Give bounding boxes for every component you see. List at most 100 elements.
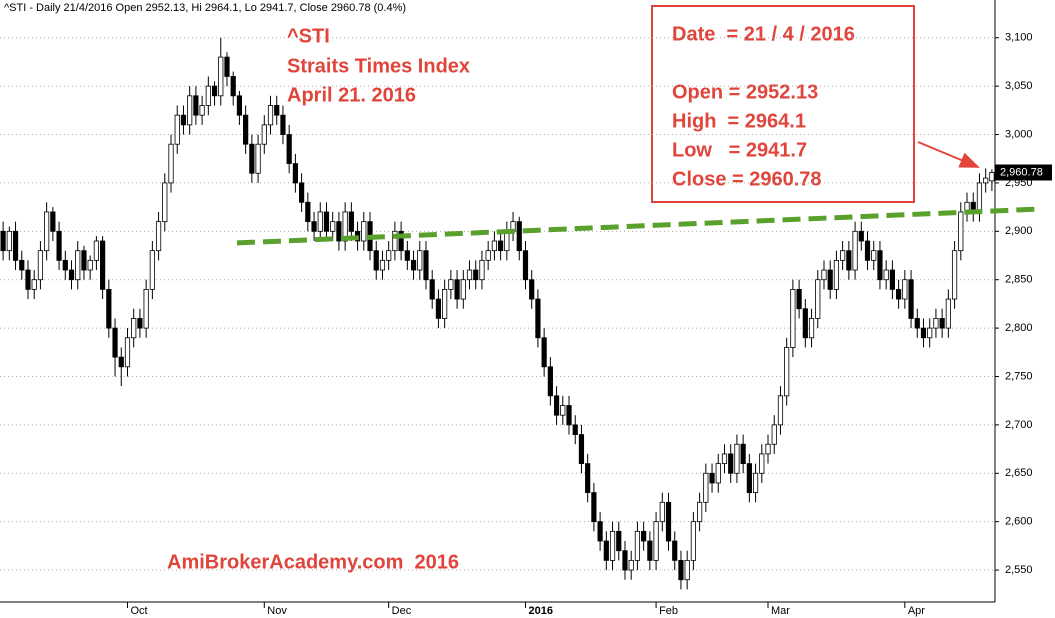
candle-body bbox=[802, 308, 808, 339]
candle-body bbox=[715, 463, 721, 484]
candle-body bbox=[19, 259, 25, 271]
candle-body bbox=[833, 259, 840, 290]
trendline bbox=[236, 206, 1041, 246]
annotation: April 21. 2016 bbox=[287, 84, 416, 106]
candle-body bbox=[255, 143, 261, 174]
y-tick-label: 3,000 bbox=[1005, 128, 1033, 140]
candle-body bbox=[840, 250, 846, 261]
candle-body bbox=[330, 221, 336, 232]
candle-body bbox=[498, 240, 504, 252]
candle-body bbox=[808, 318, 815, 339]
candle-body bbox=[373, 250, 379, 271]
y-tick-label: 2,550 bbox=[1005, 564, 1033, 576]
candle-body bbox=[100, 240, 106, 290]
candle-body bbox=[908, 279, 914, 319]
candle-body bbox=[25, 269, 31, 290]
candle-body bbox=[249, 143, 255, 174]
candle-body bbox=[261, 124, 267, 145]
candle-body bbox=[417, 250, 423, 271]
candle-body bbox=[404, 250, 410, 261]
candle-body bbox=[609, 530, 616, 561]
candle-body bbox=[236, 95, 243, 116]
candle-body bbox=[827, 269, 833, 290]
candle-body bbox=[597, 521, 603, 542]
candle-body bbox=[75, 250, 81, 281]
candle-body bbox=[336, 221, 342, 242]
y-tick-label: 2,900 bbox=[1005, 225, 1033, 237]
candle-body bbox=[199, 105, 205, 116]
candle-body bbox=[292, 163, 298, 184]
candle-body bbox=[529, 279, 535, 300]
candle-body bbox=[112, 327, 118, 358]
candle-body bbox=[989, 172, 995, 182]
info-text: Close = 2960.78 bbox=[672, 168, 822, 190]
candle-body bbox=[672, 540, 678, 561]
candle-body bbox=[752, 472, 759, 494]
candle-body bbox=[224, 56, 230, 77]
candle-body bbox=[348, 211, 354, 232]
candle-body bbox=[155, 221, 162, 252]
candle-body bbox=[709, 472, 715, 484]
arrow bbox=[917, 141, 980, 168]
candle-body bbox=[734, 443, 740, 474]
candle-body bbox=[759, 453, 765, 474]
candle-body bbox=[6, 230, 12, 252]
x-tick-label: Nov bbox=[267, 605, 287, 617]
candle-body bbox=[958, 211, 964, 252]
candle-body bbox=[920, 327, 927, 339]
candle-body bbox=[864, 240, 871, 261]
candle-body bbox=[361, 221, 367, 242]
candle-body bbox=[460, 279, 466, 300]
candle-body bbox=[448, 279, 454, 290]
candle-body bbox=[728, 453, 734, 474]
candle-body bbox=[218, 56, 224, 97]
candle-body bbox=[678, 559, 684, 581]
candle-body bbox=[721, 453, 728, 464]
price-marker bbox=[995, 164, 1052, 181]
candle-body bbox=[821, 269, 827, 281]
candle-body bbox=[62, 259, 68, 271]
candle-body bbox=[342, 211, 348, 242]
candle-body bbox=[50, 211, 56, 232]
y-tick-label: 2,600 bbox=[1005, 516, 1033, 528]
candle-body bbox=[12, 230, 19, 261]
candle-body bbox=[305, 201, 311, 223]
candle-body bbox=[746, 463, 752, 494]
candle-body bbox=[933, 318, 939, 329]
candle-body bbox=[641, 530, 647, 542]
candle-body bbox=[44, 211, 50, 252]
candle-body bbox=[174, 114, 180, 145]
candle-body bbox=[162, 182, 168, 223]
candle-body bbox=[796, 288, 802, 310]
candle-body bbox=[205, 85, 211, 106]
candle-body bbox=[951, 250, 958, 300]
candle-body bbox=[504, 230, 510, 252]
candle-body bbox=[124, 337, 131, 368]
candle-body bbox=[149, 250, 155, 290]
candle-body bbox=[690, 521, 696, 561]
candle-body bbox=[243, 114, 249, 145]
candle-body bbox=[386, 250, 392, 261]
candle-body bbox=[653, 521, 659, 561]
candle-body bbox=[211, 85, 218, 97]
candle-body bbox=[846, 250, 852, 271]
candle-body bbox=[628, 559, 634, 571]
candle-body bbox=[566, 405, 572, 426]
x-tick-label: 2016 bbox=[528, 605, 552, 617]
x-tick-label: Oct bbox=[130, 605, 147, 617]
candle-body bbox=[591, 492, 597, 523]
info-text: Date = 21 / 4 / 2016 bbox=[672, 23, 855, 45]
candle-body bbox=[697, 501, 703, 523]
candle-body bbox=[267, 105, 274, 126]
candle-body bbox=[902, 279, 908, 300]
candle-body bbox=[777, 395, 784, 426]
candle-body bbox=[516, 221, 522, 252]
candle-body bbox=[299, 182, 305, 203]
candle-body bbox=[647, 540, 653, 561]
candle-body bbox=[896, 288, 902, 300]
candle-body bbox=[423, 250, 429, 281]
y-tick-label: 2,700 bbox=[1005, 419, 1033, 431]
candle-body bbox=[479, 259, 485, 281]
candle-body bbox=[137, 318, 143, 329]
candle-body bbox=[0, 230, 6, 252]
